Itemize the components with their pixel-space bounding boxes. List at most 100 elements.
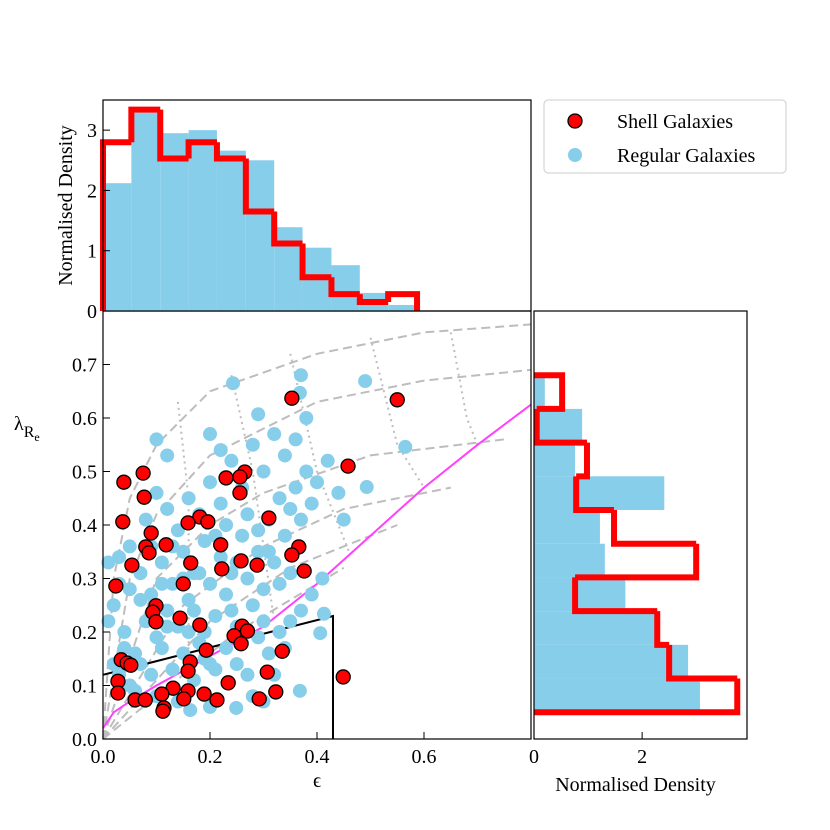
y-tick-label: 0.0	[72, 729, 97, 751]
point	[154, 555, 169, 570]
point	[135, 465, 151, 481]
point	[340, 458, 356, 474]
point	[288, 432, 303, 447]
histogram-step	[534, 372, 566, 412]
histogram-bar	[331, 265, 360, 311]
histogram-step	[299, 243, 332, 281]
y-axis-label-subsub: e	[34, 430, 39, 444]
point	[272, 625, 287, 639]
point	[196, 686, 212, 702]
point	[123, 657, 139, 673]
histogram-step	[572, 577, 658, 615]
y-tick-label: 0.4	[72, 515, 97, 537]
model-line	[289, 353, 351, 553]
point	[226, 376, 241, 391]
axes-frame	[533, 310, 748, 740]
point	[213, 496, 228, 511]
model-line	[102, 323, 532, 740]
point	[251, 523, 266, 538]
point	[261, 510, 277, 526]
y-tick-label: 1	[87, 241, 97, 263]
point	[296, 563, 312, 579]
point	[313, 626, 328, 641]
x-tick-label: 2	[637, 746, 647, 768]
point	[224, 453, 239, 468]
point	[261, 646, 276, 661]
y-axis-label-sub: R	[24, 424, 35, 441]
y-axis-label-symbol: λ	[14, 413, 24, 435]
histogram-bar	[534, 476, 665, 511]
x-axis-label: Normalised Density	[555, 774, 716, 796]
point	[101, 614, 116, 629]
point	[272, 576, 287, 591]
y-tick-label: 0.3	[72, 569, 97, 591]
histogram-bar	[534, 408, 583, 443]
histogram-bar	[534, 510, 600, 544]
y-axis-label: Normalised Density	[55, 125, 77, 286]
point	[124, 557, 140, 573]
point	[138, 512, 153, 527]
x-tick-label: 0.6	[412, 746, 437, 768]
point	[181, 592, 196, 607]
point	[232, 485, 248, 501]
point	[284, 390, 300, 406]
point	[316, 606, 331, 621]
point	[293, 512, 308, 527]
histogram-step	[242, 158, 275, 215]
point	[277, 448, 292, 463]
point	[122, 539, 137, 554]
point	[256, 464, 271, 479]
histogram-step	[533, 408, 587, 446]
point	[176, 544, 191, 559]
point	[229, 657, 244, 672]
axes-frame	[102, 99, 532, 312]
point	[274, 643, 290, 659]
point	[251, 544, 266, 559]
histogram-bar	[216, 150, 246, 311]
point	[208, 608, 223, 623]
point	[304, 587, 319, 602]
y-tick-label: 0.6	[72, 408, 97, 430]
point	[320, 453, 335, 468]
y-tick-label: 2	[87, 180, 97, 202]
histogram-step	[213, 142, 246, 162]
point	[149, 630, 164, 645]
model-line	[102, 438, 505, 740]
point	[214, 561, 230, 577]
point	[251, 630, 266, 645]
point	[154, 641, 169, 656]
histogram-bar	[245, 160, 275, 311]
model-line	[102, 524, 398, 740]
point	[200, 514, 216, 530]
y-tick-label: 0	[87, 301, 97, 323]
point	[183, 703, 198, 718]
point	[213, 550, 228, 565]
point	[283, 566, 298, 581]
point	[283, 614, 298, 629]
point	[268, 684, 284, 700]
point	[267, 427, 282, 442]
point	[209, 692, 225, 708]
point	[245, 598, 260, 613]
histogram-bar	[534, 577, 626, 612]
point	[192, 617, 208, 633]
point	[277, 528, 292, 543]
point	[165, 662, 180, 677]
legend-label: Regular Galaxies	[617, 145, 755, 167]
point	[359, 480, 374, 495]
histogram-step	[573, 476, 615, 514]
point	[198, 642, 214, 658]
point	[203, 427, 217, 442]
point	[165, 576, 180, 591]
histogram-bar	[103, 183, 132, 311]
histogram-bar	[534, 611, 656, 645]
point	[299, 411, 314, 425]
point	[122, 582, 137, 597]
y-tick-label: 3	[87, 120, 97, 142]
point	[389, 392, 405, 408]
point	[149, 485, 164, 500]
point	[232, 469, 248, 485]
x-tick-label: 0.4	[305, 746, 330, 768]
histogram-step	[328, 277, 360, 298]
point	[181, 491, 196, 506]
